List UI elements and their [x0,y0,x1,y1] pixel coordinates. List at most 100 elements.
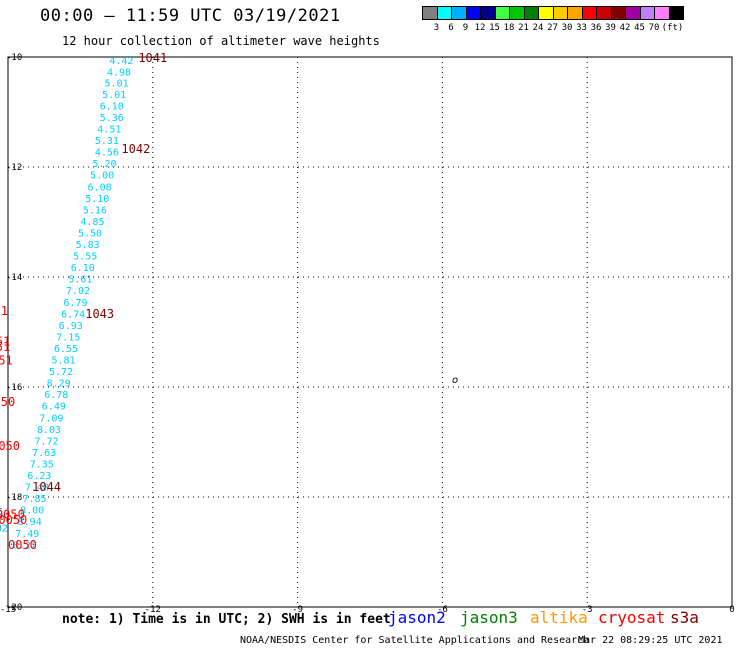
legend-label: 30 [561,23,573,33]
legend-label: 70 [648,23,660,33]
wave-height-value: 5.31 [95,136,119,147]
longitude-label: -6 [437,605,448,615]
legend-label: 36 [590,23,602,33]
map-frame [7,56,733,608]
legend-label: 33 [576,23,587,33]
satellite-jason2-label: jason2 [388,608,446,627]
wave-height-value: 5.72 [49,367,73,378]
wave-height-value: 5.36 [100,113,124,124]
wave-height-value: 5.81 [51,356,75,367]
wave-height-value: 6.79 [64,298,88,309]
wave-height-value: 5.16 [83,205,107,216]
longitude-label: -12 [145,605,161,615]
latitude-label: -20 [6,603,22,613]
pass-time-label: 1042 [121,142,150,156]
wave-height-value: 6.60 [0,490,1,501]
latitude-label: -10 [6,53,22,63]
wave-height-value: 7.15 [56,332,80,343]
wave-height-value: 6.23 [27,471,51,482]
legend-label: 15 [489,23,500,33]
pass-time-label: 0051 [0,354,13,368]
legend-label: 39 [605,23,616,33]
wave-height-value: 5.01 [102,90,126,101]
pass-time-label: 0050 [0,439,20,453]
wave-height-value: 4.85 [80,217,104,228]
wave-height-value: 5.50 [78,228,102,239]
wave-height-value: 7.85 [22,494,46,505]
wave-height-value: 5.83 [76,240,100,251]
wave-height-value: 4.98 [107,67,131,78]
legend-label: 21 [518,23,529,33]
wave-height-value: 8.94 [18,517,42,528]
generated-timestamp: Mar 22 08:29:25 UTC 2021 [578,635,723,646]
longitude-label: -3 [582,605,593,615]
wave-height-value: 7.02 [66,286,90,297]
legend-label: 9 [462,23,469,33]
latitude-label: -16 [6,383,22,393]
wave-height-value: 7.02 [0,523,8,534]
longitude-label: -15 [0,605,16,615]
wave-height-value: 6.10 [100,101,124,112]
wave-height-value: 5.00 [90,171,114,182]
legend-label: 24 [532,23,544,33]
color-legend-bar [422,6,684,20]
wave-height-value: 8.03 [37,425,61,436]
wave-height-value: 4.56 [95,148,119,159]
pass-time-label: 1041 [138,51,167,65]
wave-height-value: 6.49 [42,402,66,413]
wave-height-value: 6.55 [54,344,78,355]
latitude-label: -18 [6,493,22,503]
wave-height-value: 8.22 [13,540,37,551]
wave-height-value: 7.48 [25,483,49,494]
wave-height-value: 5.01 [105,78,129,89]
footer-note: note: 1) Time is in UTC; 2) SWH is in fe… [62,612,391,627]
longitude-label: -9 [292,605,303,615]
wave-height-value: 5.10 [85,194,109,205]
wave-height-value: 7.35 [30,459,54,470]
color-legend-labels: 3 6 9 12 15 18 21 24 27 30 33 36 39 42 45 70 (ft) [422,23,740,35]
wave-height-value: 5.20 [92,159,116,170]
wave-height-value: 4.42 [109,56,133,67]
pass-time-label: 0050 [0,395,15,409]
wave-height-value: 6.74 [61,309,85,320]
legend-label: 45 [634,23,645,33]
wave-height-value: 5.61 [68,275,92,286]
credit-line: NOAA/NESDIS Center for Satellite Applica… [240,635,590,646]
legend-label: 42 [619,23,631,33]
wave-height-value: 8.00 [20,506,44,517]
wave-height-value: 7.63 [32,448,56,459]
wave-height-value: 6.10 [71,263,95,274]
land-marker: o [452,375,458,386]
latitude-label: -14 [6,273,22,283]
wave-height-value: 6.93 [59,321,83,332]
wave-height-value: 4.51 [97,125,121,136]
legend-label: 27 [547,23,558,33]
map-axes-labels: -10 -12 -14 -16 -18 -20-15 -12 -9 -6 -3 0 [0,53,735,615]
page-title: 00:00 — 11:59 UTC 03/19/2021 [40,6,341,26]
pass-time-label: 0051 [0,334,10,348]
pass-time-label: 0050 [0,508,25,522]
altimeter-tracks: 4.424.985.015.016.105.364.515.314.565.20… [0,56,133,552]
legend-label: 18 [503,23,515,33]
wave-height-value: 7.15 [0,507,3,518]
wave-height-value: 8.29 [47,379,71,390]
pass-time-label: 0050 [8,538,37,552]
longitude-label: 0 [729,605,734,615]
pass-time-label: 1044 [32,480,61,494]
satellite-s3a-label: s3a [670,608,699,627]
legend-label: 3 [433,23,440,33]
pass-time-label: 0051 [0,340,10,354]
legend-label: 12 [474,23,486,33]
legend-label: 6 [448,23,454,33]
legend-label: (ft) [661,23,684,33]
satellite-altika-label: altika [530,608,588,627]
wave-height-value: 7.72 [35,436,59,447]
wave-height-value: 6.08 [88,182,112,193]
wave-height-value: 6.78 [44,390,68,401]
wave-height-value: 5.55 [73,252,97,263]
wave-height-value: 7.49 [15,529,39,540]
latitude-label: -12 [6,163,22,173]
legend-swatch [668,6,684,20]
satellite-cryosat-label: cryosat [598,608,666,627]
